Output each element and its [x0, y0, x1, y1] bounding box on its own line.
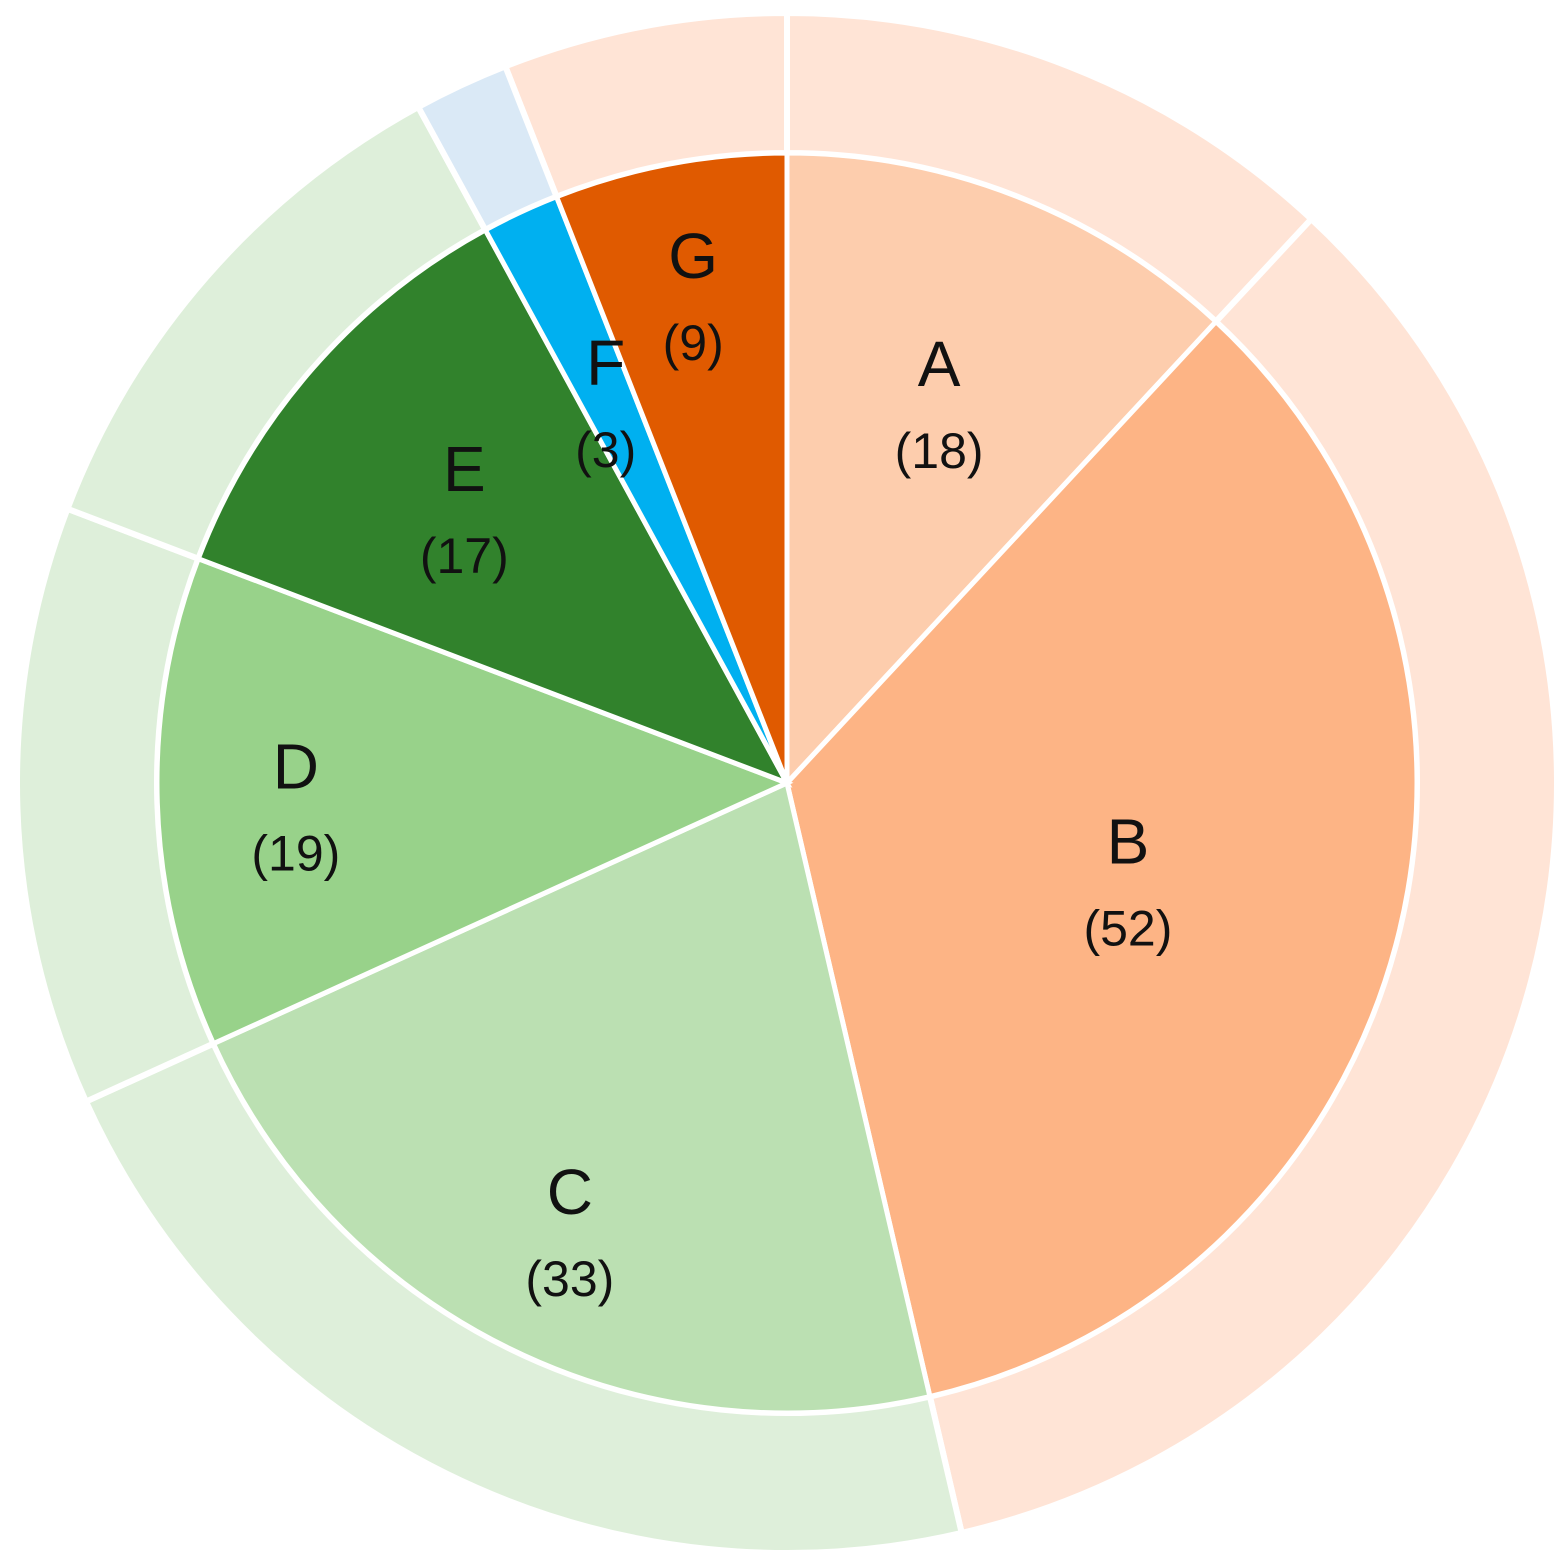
slice-count-c: (33)	[525, 1251, 614, 1307]
pie-slice-a	[784, 150, 1220, 790]
slice-count-a: (18)	[895, 423, 984, 479]
slice-count-b: (52)	[1083, 901, 1172, 957]
slice-labels: A (18) B (52) C (33) D (19) E (17) F (3) G (9)	[251, 220, 1172, 1307]
inner-pie	[154, 150, 1420, 1416]
pie-slice-g	[553, 150, 790, 784]
slice-label-d: D	[273, 730, 319, 802]
pie-slice-b	[784, 318, 1420, 1400]
pie-slice-c	[210, 779, 933, 1416]
slice-label-c: C	[547, 1156, 593, 1228]
slice-label-b: B	[1107, 806, 1150, 878]
slice-count-f: (3)	[575, 422, 636, 478]
slice-label-f: F	[586, 327, 625, 399]
pie-slice-e	[195, 226, 793, 788]
pie-slice-d	[154, 555, 794, 1047]
outer-ring	[14, 9, 1560, 1554]
slice-count-e: (17)	[420, 528, 509, 584]
slice-count-g: (9)	[663, 315, 724, 371]
slice-label-g: G	[668, 220, 718, 292]
slice-label-a: A	[918, 328, 961, 400]
slice-label-e: E	[443, 433, 486, 505]
slice-count-d: (19)	[251, 825, 340, 881]
